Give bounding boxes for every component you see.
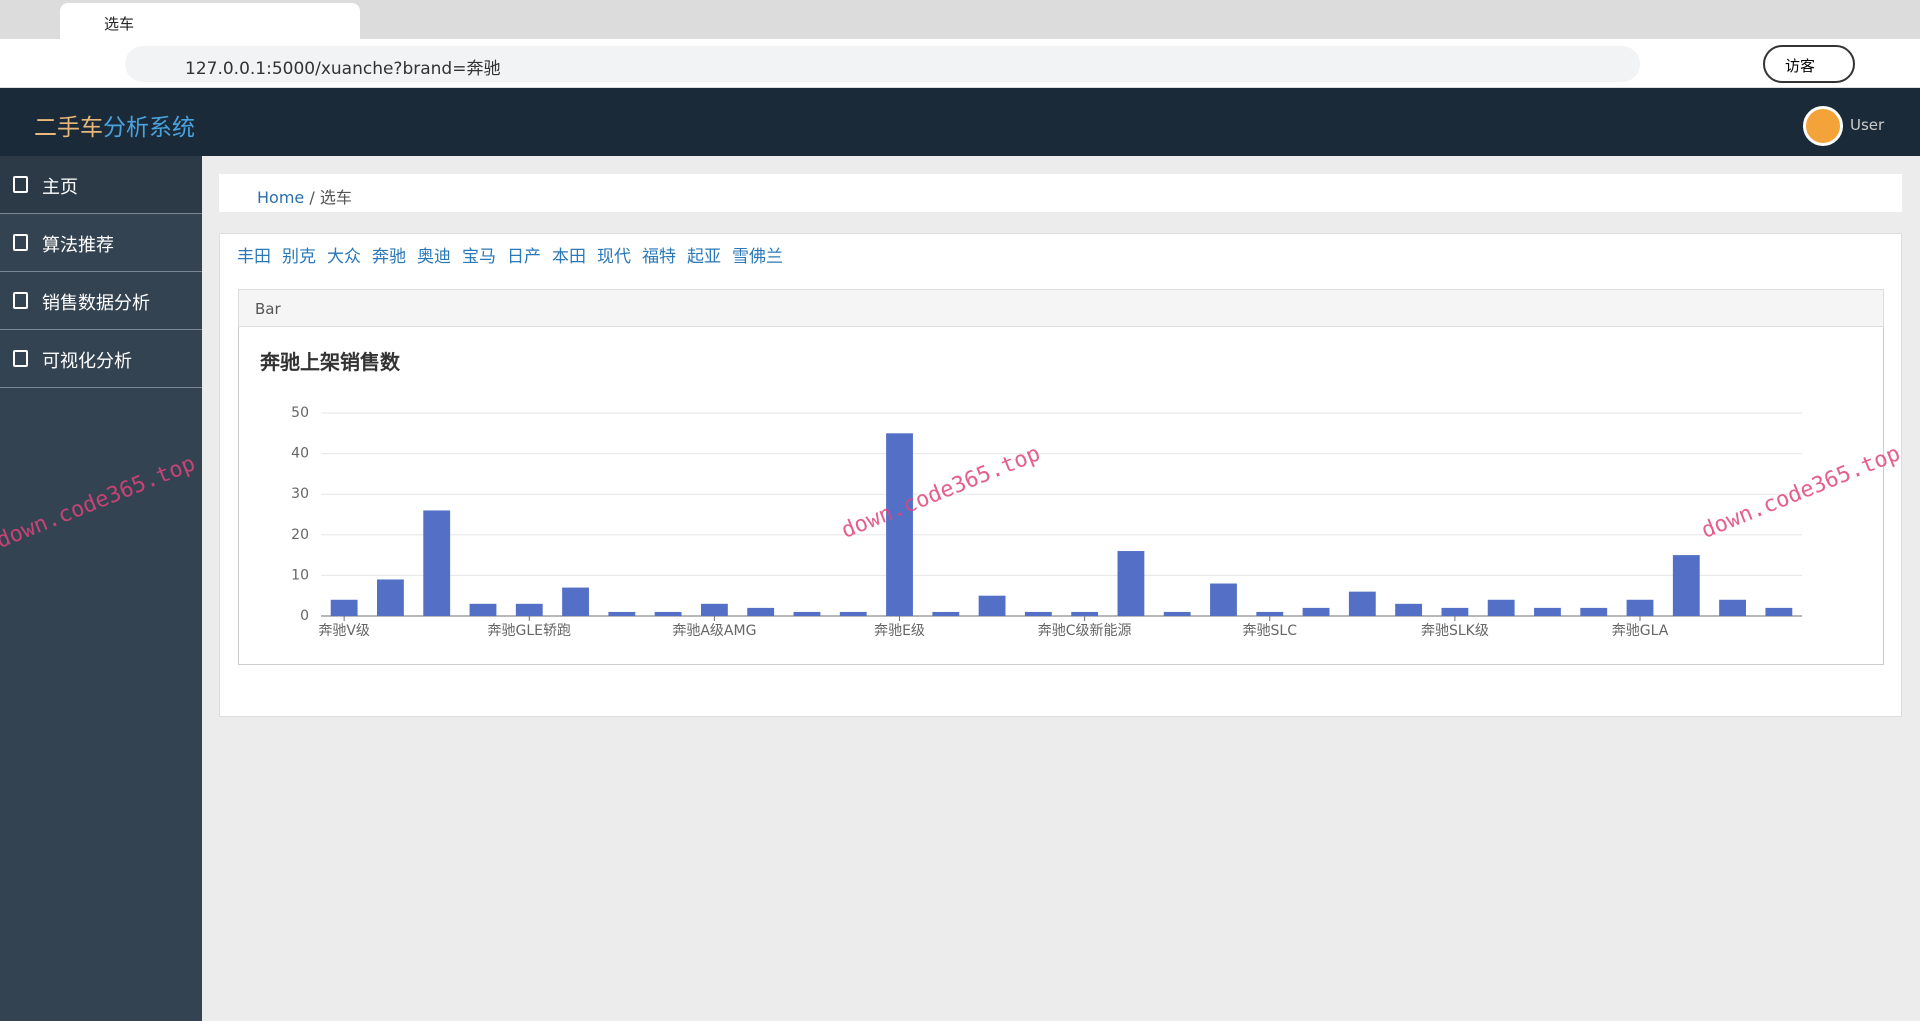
bar bbox=[1163, 611, 1191, 616]
bar bbox=[1071, 611, 1099, 616]
brand-part2: 分析系统 bbox=[103, 115, 195, 141]
menu-item[interactable]: 算法推荐 bbox=[0, 214, 202, 272]
bar bbox=[1302, 607, 1330, 616]
menu-icon bbox=[13, 234, 28, 251]
y-tick-label: 20 bbox=[291, 527, 309, 543]
bar bbox=[700, 603, 728, 616]
url-field[interactable]: 127.0.0.1:5000/xuanche?brand=奔驰 bbox=[125, 46, 1640, 82]
bar bbox=[1626, 599, 1654, 616]
menu-item[interactable]: 主页 bbox=[0, 156, 202, 214]
browser-tab[interactable]: 选车 bbox=[60, 3, 360, 39]
chart: 0 10 20 30 40 50 奔驰V级 奔驰GLE轿跑 奔驰A级AMG 奔驰E级 奔驰C级新能源… bbox=[291, 405, 1802, 639]
menu-item[interactable]: 可视化分析 bbox=[0, 330, 202, 388]
bar bbox=[562, 587, 589, 616]
brand-link[interactable]: 日产 bbox=[507, 247, 541, 267]
brand-part1: 二手车 bbox=[34, 115, 103, 141]
x-tick-label: 奔驰V级 bbox=[318, 623, 370, 639]
sidebar: 主页算法推荐销售数据分析 可视化分析 bbox=[0, 156, 202, 1021]
bar bbox=[747, 607, 775, 616]
brand-link[interactable]: 大众 bbox=[327, 247, 361, 267]
bar bbox=[608, 611, 636, 616]
brand-link[interactable]: 别克 bbox=[282, 247, 316, 267]
panel-heading: Bar bbox=[238, 289, 1884, 327]
menu-label: 算法推荐 bbox=[42, 235, 114, 256]
y-tick-label: 40 bbox=[291, 446, 309, 462]
bar bbox=[330, 599, 358, 616]
bar bbox=[886, 433, 913, 616]
bar bbox=[839, 611, 867, 616]
y-tick-label: 30 bbox=[291, 486, 309, 502]
brand-link[interactable]: 雪佛兰 bbox=[732, 247, 783, 267]
bar bbox=[1534, 607, 1561, 616]
x-tick-label: 奔驰SLK级 bbox=[1421, 623, 1489, 639]
y-tick-label: 50 bbox=[291, 405, 309, 421]
bar bbox=[1580, 607, 1608, 616]
x-tick-label: 奔驰GLE轿跑 bbox=[488, 623, 572, 639]
site-brand[interactable]: 二手车分析系统 bbox=[34, 108, 195, 142]
bar bbox=[1117, 551, 1145, 616]
bar bbox=[469, 603, 497, 616]
y-tick-label: 0 bbox=[300, 608, 309, 624]
breadcrumb: Home / 选车 bbox=[219, 174, 1902, 212]
brand-link[interactable]: 福特 bbox=[642, 247, 676, 267]
bar bbox=[1395, 603, 1423, 616]
breadcrumb-current: 选车 bbox=[319, 188, 352, 207]
brand-link[interactable]: 丰田 bbox=[237, 247, 271, 267]
bar bbox=[978, 595, 1006, 616]
bar bbox=[1210, 583, 1237, 616]
bar bbox=[1672, 555, 1700, 616]
bar bbox=[1719, 599, 1746, 616]
brand-link[interactable]: 本田 bbox=[552, 247, 586, 267]
bar bbox=[932, 611, 960, 616]
brand-link[interactable]: 起亚 bbox=[687, 247, 721, 267]
x-tick-label: 奔驰C级新能源 bbox=[1038, 623, 1132, 639]
menu-icon bbox=[13, 292, 28, 309]
brand-link[interactable]: 宝马 bbox=[462, 247, 496, 267]
menu-icon bbox=[13, 350, 28, 367]
brand-link[interactable]: 奔驰 bbox=[372, 247, 406, 267]
bar bbox=[793, 611, 821, 616]
bar bbox=[1024, 611, 1052, 616]
profile-button[interactable]: 访客 bbox=[1763, 45, 1855, 83]
bar bbox=[654, 611, 682, 616]
bar bbox=[1487, 599, 1515, 616]
breadcrumb-home[interactable]: Home bbox=[257, 188, 305, 207]
menu-item[interactable]: 销售数据分析 bbox=[0, 272, 202, 330]
bar bbox=[515, 603, 543, 616]
bar bbox=[1441, 607, 1469, 616]
menu-icon bbox=[13, 176, 28, 193]
bar bbox=[1765, 607, 1793, 616]
x-tick-label: 奔驰A级AMG bbox=[672, 623, 756, 639]
chart-title: 奔驰上架销售数 bbox=[260, 350, 400, 374]
bar bbox=[1348, 591, 1376, 616]
menu-label: 可视化分析 bbox=[42, 351, 132, 372]
brand-link[interactable]: 奥迪 bbox=[417, 247, 451, 267]
bar bbox=[423, 510, 451, 616]
bar bbox=[1256, 611, 1284, 616]
bar bbox=[377, 579, 404, 616]
user-menu[interactable]: User bbox=[1850, 116, 1885, 134]
avatar[interactable] bbox=[1803, 106, 1843, 146]
y-tick-label: 10 bbox=[291, 567, 309, 583]
x-tick-label: 奔驰GLA bbox=[1612, 623, 1669, 639]
x-tick-label: 奔驰SLC bbox=[1243, 623, 1298, 639]
x-tick-label: 奔驰E级 bbox=[874, 623, 925, 639]
brand-link[interactable]: 现代 bbox=[597, 247, 631, 267]
navbar bbox=[0, 88, 1920, 156]
brand-list: 丰田 别克 大众 奔驰 奥迪 宝马 日产 本田 现代 福特 起亚 雪佛兰 bbox=[237, 242, 794, 267]
menu-label: 销售数据分析 bbox=[42, 293, 150, 314]
menu-label: 主页 bbox=[42, 177, 78, 198]
